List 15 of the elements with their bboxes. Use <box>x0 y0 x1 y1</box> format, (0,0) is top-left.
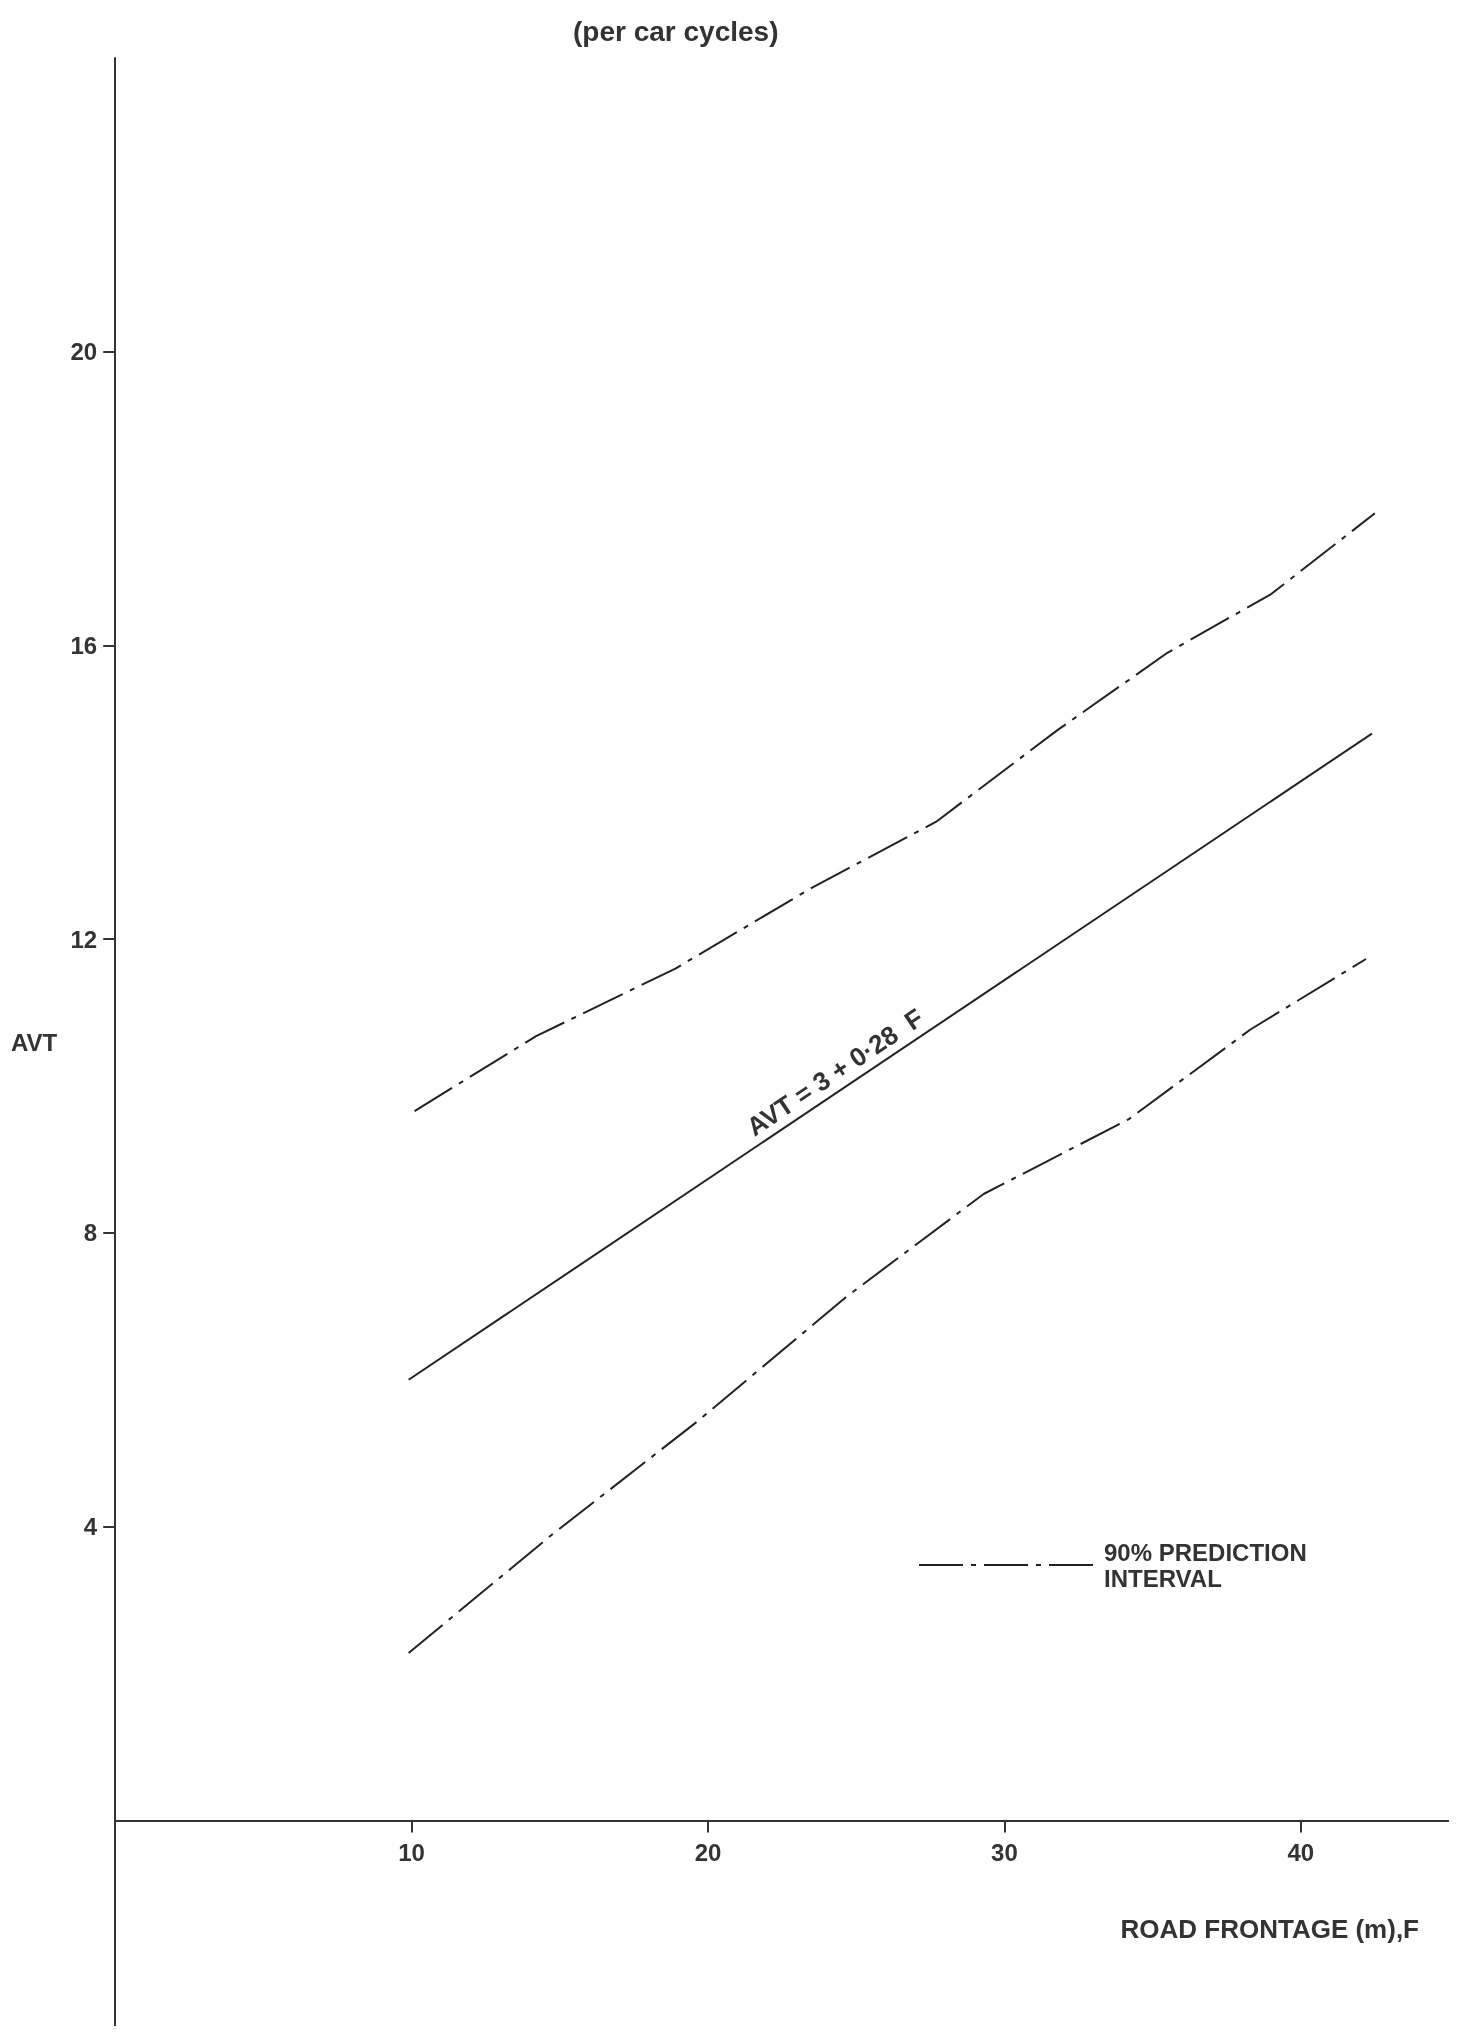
x-tick-label: 30 <box>991 1838 1018 1866</box>
line-series <box>407 958 1368 1654</box>
text: 90% PREDICTION INTERVAL <box>1104 1538 1314 1592</box>
y-tick-label: 16 <box>70 631 98 659</box>
x-tick-label: 40 <box>1287 1838 1315 1866</box>
x-tick-label: 10 <box>398 1838 425 1866</box>
y-tick-label: 8 <box>83 1219 98 1247</box>
y-tick-label: 12 <box>70 925 98 953</box>
y-tick-label: 20 <box>70 338 98 366</box>
y-tick-label: 4 <box>83 1513 98 1541</box>
y-axis-title: AVT <box>11 1028 58 1056</box>
annotation: AVT = 3 + 0·28 F <box>741 1002 929 1143</box>
x-tick-label: 20 <box>694 1838 722 1866</box>
chart-title: (per car cycles) <box>573 15 779 47</box>
x-axis-title: ROAD FRONTAGE (m),F <box>1120 1914 1420 1944</box>
